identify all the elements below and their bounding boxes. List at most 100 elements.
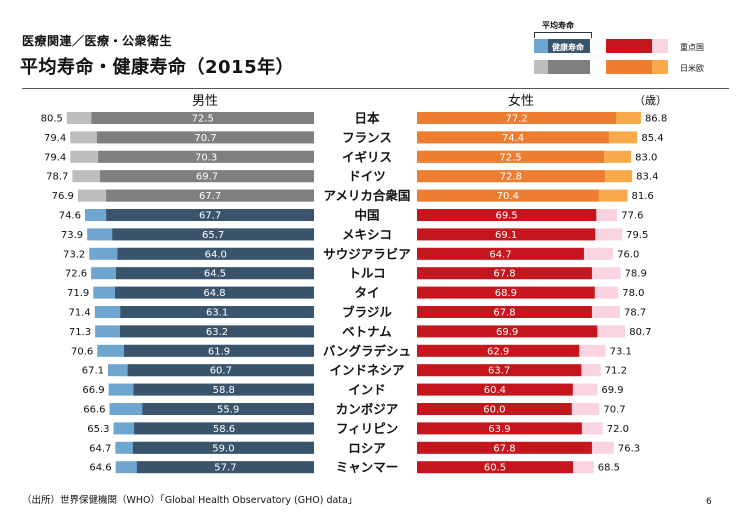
male-healthy-label: 67.7: [199, 191, 221, 202]
legend-swatch-male-healthy-focus: [548, 39, 590, 53]
male-life-label: 72.6: [65, 269, 87, 280]
female-life-label: 76.3: [618, 443, 640, 454]
female-healthy-label: 74.4: [502, 133, 524, 144]
male-healthy-bar: [133, 383, 314, 396]
country-label: アメリカ合衆国: [324, 188, 411, 203]
female-healthy-bar: [417, 383, 573, 396]
female-healthy-label: 63.9: [488, 424, 510, 435]
country-label: カンボジア: [336, 402, 399, 417]
male-column-header: 男性: [192, 94, 219, 109]
country-label: 日本: [354, 111, 380, 126]
female-healthy-label: 60.0: [483, 405, 505, 416]
legend: 平均寿命 健康寿命 重点国 日米欧: [0, 0, 749, 80]
male-life-label: 80.5: [41, 114, 63, 125]
male-healthy-bar: [134, 422, 314, 435]
female-healthy-bar: [417, 441, 592, 454]
male-healthy-label: 57.7: [214, 463, 236, 474]
female-life-label: 77.6: [621, 211, 643, 222]
country-label: ブラジル: [342, 305, 392, 320]
female-healthy-bar: [417, 150, 605, 163]
female-healthy-bar: [417, 286, 595, 299]
male-life-label: 71.9: [67, 288, 89, 299]
country-label: ドイツ: [348, 169, 386, 184]
male-life-label: 73.2: [63, 249, 85, 260]
female-healthy-bar: [417, 228, 596, 241]
male-life-label: 74.6: [59, 211, 81, 222]
female-healthy-label: 68.9: [495, 288, 517, 299]
male-healthy-label: 67.7: [199, 211, 221, 222]
male-life-label: 67.1: [82, 366, 104, 377]
male-healthy-label: 60.7: [210, 366, 232, 377]
male-life-label: 73.9: [61, 230, 83, 241]
legend-inner-label: 健康寿命: [552, 43, 584, 52]
page-title: 平均寿命・健康寿命（2015年）: [20, 57, 295, 78]
female-healthy-bar: [417, 364, 582, 377]
female-healthy-label: 69.1: [495, 230, 517, 241]
legend-bracket: [534, 32, 592, 38]
female-life-label: 79.5: [626, 230, 648, 241]
male-healthy-bar: [96, 131, 315, 144]
female-healthy-label: 64.7: [489, 249, 511, 260]
female-healthy-label: 72.8: [500, 172, 522, 183]
country-label: フィリピン: [336, 421, 398, 436]
female-life-label: 68.5: [598, 463, 620, 474]
legend-bracket-label: 平均寿命: [542, 21, 574, 30]
female-life-label: 73.1: [610, 346, 632, 357]
female-life-label: 78.0: [622, 288, 644, 299]
male-healthy-label: 58.8: [213, 385, 235, 396]
male-healthy-bar: [136, 461, 314, 474]
country-label: トルコ: [348, 266, 385, 281]
male-healthy-bar: [117, 247, 315, 260]
female-healthy-bar: [417, 247, 584, 260]
male-healthy-bar: [120, 306, 315, 318]
male-healthy-label: 69.7: [196, 172, 218, 183]
male-healthy-bar: [98, 150, 314, 163]
male-healthy-bar: [91, 112, 314, 124]
male-life-label: 65.3: [87, 424, 109, 435]
female-healthy-label: 70.4: [497, 191, 519, 202]
male-healthy-label: 70.7: [194, 133, 216, 144]
female-healthy-label: 63.7: [488, 366, 510, 377]
country-label: バングラデシュ: [323, 343, 411, 358]
female-life-label: 69.9: [601, 385, 623, 396]
male-healthy-bar: [123, 344, 314, 357]
legend-swatch-female-healthy-focus: [606, 39, 652, 53]
male-healthy-label: 64.8: [203, 288, 225, 299]
female-healthy-label: 77.2: [505, 114, 527, 125]
female-healthy-label: 67.8: [493, 308, 515, 319]
female-healthy-bar: [417, 189, 599, 202]
male-healthy-label: 59.0: [212, 443, 234, 454]
source-note: （出所）世界保健機関（WHO）「Global Health Observator…: [22, 495, 358, 506]
female-healthy-bar: [417, 131, 609, 144]
female-healthy-bar: [417, 344, 580, 357]
male-life-label: 79.4: [44, 152, 66, 163]
country-label: インドネシア: [329, 363, 404, 378]
female-life-label: 71.2: [605, 366, 627, 377]
country-label: メキシコ: [342, 227, 392, 242]
country-label: 中国: [354, 208, 379, 223]
female-healthy-bar: [417, 422, 582, 435]
female-life-label: 80.7: [629, 327, 651, 338]
female-life-label: 78.7: [624, 308, 646, 319]
legend-swatch-female-healthy-adv: [606, 60, 652, 74]
female-healthy-bar: [417, 325, 598, 338]
male-healthy-bar: [115, 286, 315, 299]
legend-swatch-female-life-focus: [652, 39, 668, 53]
female-healthy-label: 62.9: [487, 346, 509, 357]
male-healthy-label: 55.9: [217, 405, 239, 416]
legend-focus-label: 重点国: [680, 43, 704, 52]
page-subtitle: 医療関連／医療・公衆衛生: [22, 34, 173, 48]
female-healthy-bar: [417, 461, 574, 474]
female-life-label: 81.6: [632, 191, 654, 202]
female-healthy-label: 67.8: [493, 443, 515, 454]
male-healthy-bar: [142, 403, 314, 415]
female-healthy-bar: [417, 306, 592, 318]
female-healthy-bar: [417, 267, 592, 280]
male-healthy-label: 63.1: [206, 308, 228, 319]
female-life-label: 76.0: [617, 249, 639, 260]
female-healthy-label: 69.5: [496, 211, 518, 222]
female-healthy-bar: [417, 170, 605, 183]
male-healthy-bar: [112, 228, 315, 241]
male-healthy-label: 64.0: [205, 249, 227, 260]
